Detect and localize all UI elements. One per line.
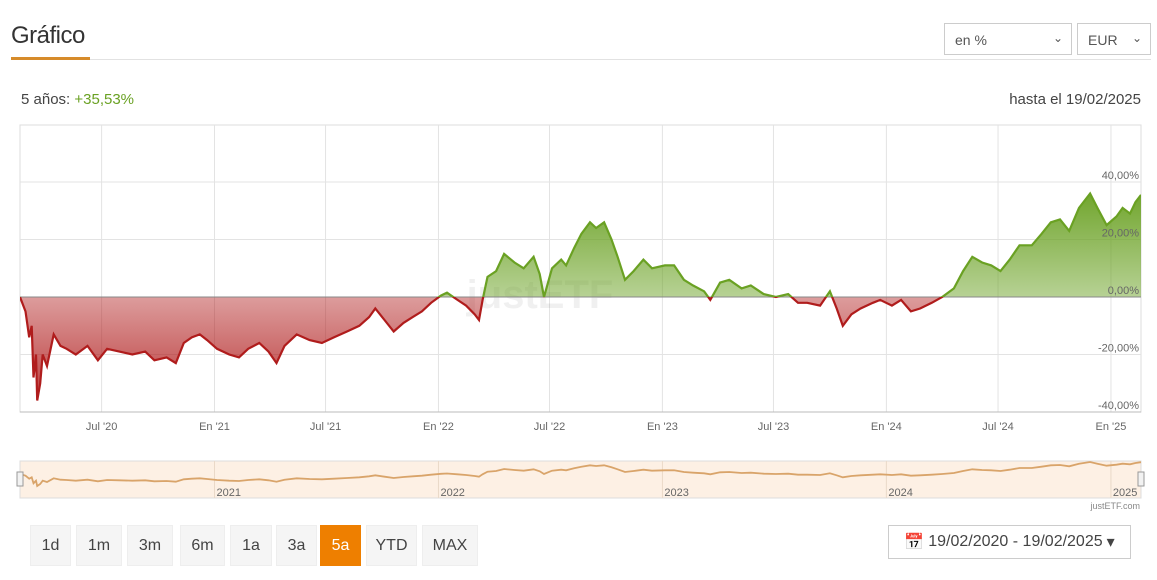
series-line-negative (20, 297, 945, 401)
x-tick-label: En '24 (871, 421, 902, 433)
navigator-handle-right[interactable] (1137, 471, 1145, 487)
navigator-label: 2022 (440, 487, 464, 499)
navigator-label: 2024 (888, 487, 912, 499)
range-button-3a[interactable]: 3a (276, 525, 317, 566)
y-tick-label: -20,00% (1098, 343, 1139, 355)
navigator-label: 2023 (664, 487, 688, 499)
range-button-max[interactable]: MAX (422, 525, 478, 566)
performance-value: +35,53% (74, 91, 135, 108)
caret-down-icon: ▾ (1106, 534, 1115, 551)
negative-area (20, 297, 1141, 401)
navigator-series (19, 461, 1142, 488)
y-tick-label: 0,00% (1108, 285, 1139, 297)
x-tick-label: En '22 (423, 421, 454, 433)
range-button-3m[interactable]: 3m (127, 525, 173, 566)
mode-select[interactable]: en % ⌄ (944, 23, 1072, 55)
y-tick-label: 40,00% (1102, 170, 1140, 182)
date-range-value: 19/02/2020 - 19/02/2025 (928, 533, 1103, 550)
series-line-positive (20, 191, 1141, 297)
title-underline (11, 57, 90, 60)
x-tick-label: Jul '24 (982, 421, 1013, 433)
header-divider (11, 59, 1151, 60)
currency-select[interactable]: EUR ⌄ (1077, 23, 1151, 55)
x-tick-label: Jul '21 (310, 421, 341, 433)
range-button-5a[interactable]: 5a (320, 525, 361, 566)
navigator-label: 2021 (217, 487, 241, 499)
x-tick-label: Jul '22 (534, 421, 565, 433)
mode-select-value: en % (955, 32, 987, 48)
x-tick-label: En '21 (199, 421, 230, 433)
y-tick-label: 20,00% (1102, 228, 1140, 240)
page-title: Gráfico (11, 22, 85, 49)
range-button-1m[interactable]: 1m (76, 525, 122, 566)
range-button-1a[interactable]: 1a (230, 525, 272, 566)
x-tick-label: Jul '20 (86, 421, 117, 433)
performance-chart[interactable]: Jul '20 En '21 Jul '21 En '22 Jul '22 En '23 J… (0, 0, 1157, 520)
positive-area (20, 193, 1141, 297)
range-button-ytd[interactable]: YTD (366, 525, 417, 566)
chevron-down-icon: ⌄ (1131, 31, 1142, 45)
date-range-picker[interactable]: 📅 19/02/2020 - 19/02/2025 ▾ (888, 525, 1131, 559)
credit-text: justETF.com (1090, 501, 1140, 511)
currency-select-value: EUR (1088, 32, 1118, 48)
range-button-6m[interactable]: 6m (180, 525, 225, 566)
as-of-date: hasta el 19/02/2025 (1009, 91, 1141, 108)
performance-label: 5 años: (21, 91, 71, 108)
calendar-icon: 📅 (904, 534, 925, 551)
x-tick-label: Jul '23 (758, 421, 789, 433)
x-tick-label: En '25 (1096, 421, 1127, 433)
navigator-label: 2025 (1113, 487, 1137, 499)
x-tick-label: En '23 (647, 421, 678, 433)
chevron-down-icon: ⌄ (1052, 31, 1063, 45)
y-tick-label: -40,00% (1098, 400, 1139, 412)
range-button-1d[interactable]: 1d (30, 525, 71, 566)
navigator-handle-left[interactable] (16, 471, 24, 487)
performance-summary: 5 años: +35,53% (21, 91, 134, 108)
